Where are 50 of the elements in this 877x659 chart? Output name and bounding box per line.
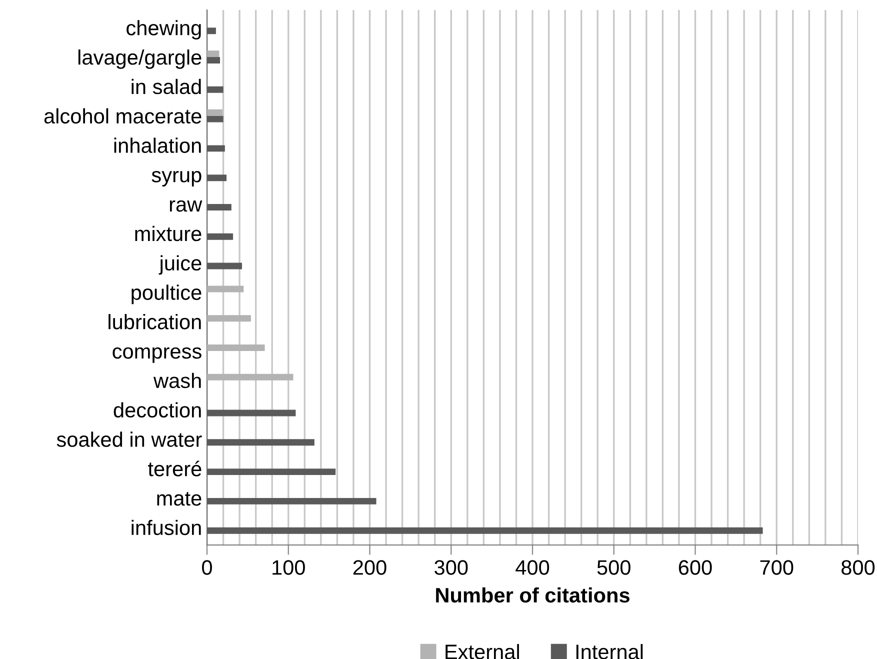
y-tick-label: wash bbox=[153, 372, 201, 388]
y-tick-label: mate bbox=[157, 492, 202, 506]
bar bbox=[207, 527, 763, 534]
bar bbox=[207, 109, 222, 116]
x-tick-label: 700 bbox=[760, 560, 794, 575]
bar bbox=[207, 344, 265, 351]
y-tick-label: chewing bbox=[126, 20, 201, 40]
x-tick-label: 300 bbox=[434, 560, 468, 575]
bar bbox=[207, 498, 376, 504]
bar bbox=[207, 204, 232, 210]
bar bbox=[207, 145, 225, 152]
y-tick-label: lavage/gargle bbox=[78, 49, 202, 69]
bar bbox=[207, 86, 224, 93]
bar bbox=[207, 286, 244, 292]
bar bbox=[207, 174, 227, 182]
y-tick-label: juice bbox=[158, 255, 202, 275]
y-tick-label: poultice bbox=[132, 284, 202, 304]
bar bbox=[207, 116, 224, 122]
x-tick-label: 0 bbox=[202, 560, 212, 575]
y-tick-label: raw bbox=[170, 200, 202, 212]
y-tick-label: mixture bbox=[135, 226, 202, 242]
legend-label: External bbox=[446, 644, 519, 659]
bar bbox=[207, 50, 220, 58]
x-tick-label: 600 bbox=[678, 560, 712, 575]
y-tick-label: alcohol macerate bbox=[44, 108, 202, 124]
y-tick-label: infusion bbox=[132, 520, 201, 536]
y-tick-label: soaked in water bbox=[56, 432, 202, 447]
bar bbox=[207, 233, 234, 240]
y-tick-label: tereré bbox=[148, 460, 202, 476]
y-tick-label: lubrication bbox=[108, 314, 201, 330]
y-tick-label: inhalation bbox=[114, 138, 201, 153]
x-tick-label: 800 bbox=[842, 560, 875, 575]
y-tick-label: in salad bbox=[132, 78, 201, 94]
bar bbox=[207, 410, 296, 416]
bar bbox=[207, 468, 336, 476]
bar bbox=[207, 439, 314, 446]
y-tick-label: syrup bbox=[152, 170, 202, 186]
x-tick-label: 500 bbox=[597, 560, 630, 575]
x-tick-label: 100 bbox=[272, 560, 305, 575]
x-tick-label: 400 bbox=[516, 560, 550, 575]
y-tick-label: compress bbox=[112, 347, 202, 363]
bar bbox=[207, 28, 216, 34]
y-tick-label: decoction bbox=[114, 402, 201, 418]
x-tick-label: 200 bbox=[353, 560, 386, 575]
x-axis-title: Number of citations bbox=[436, 587, 630, 603]
bar bbox=[207, 262, 242, 270]
bar bbox=[207, 57, 220, 64]
bar bbox=[207, 315, 251, 322]
legend-label: Internal bbox=[576, 644, 643, 659]
bar bbox=[207, 374, 294, 380]
